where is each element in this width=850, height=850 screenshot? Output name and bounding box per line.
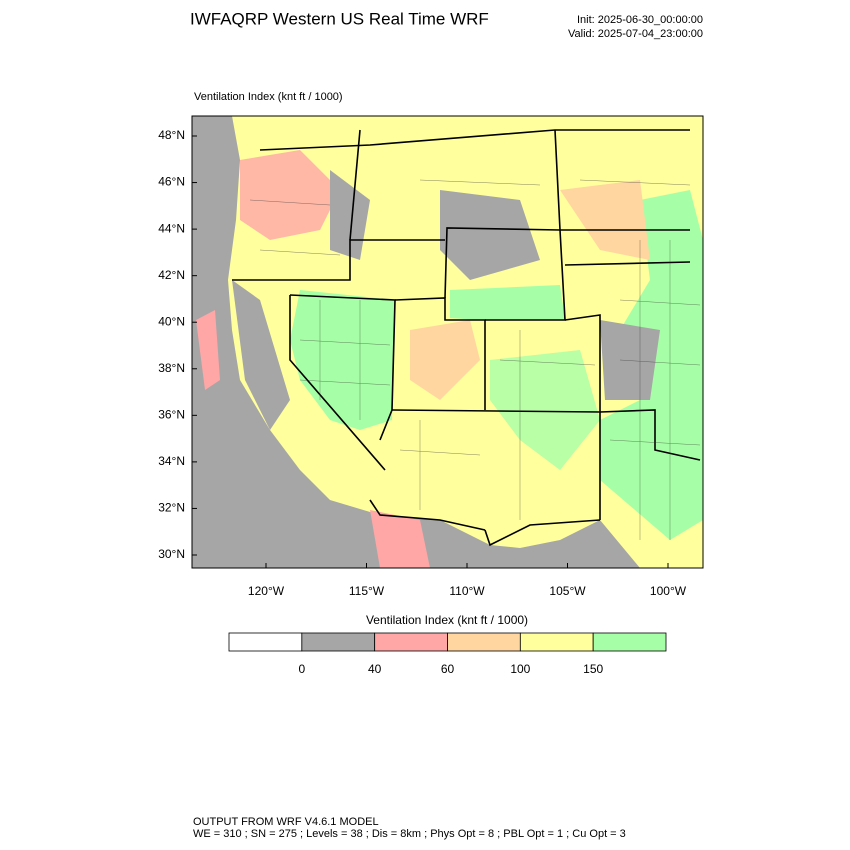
lat-label: 30°N bbox=[158, 547, 185, 561]
lat-label: 44°N bbox=[158, 221, 185, 235]
lon-label: 110°W bbox=[449, 584, 485, 598]
footer-line: WE = 310 ; SN = 275 ; Levels = 38 ; Dis … bbox=[193, 828, 626, 840]
colorbar-box bbox=[374, 632, 448, 652]
map-subtitle: Ventilation Index (knt ft / 1000) bbox=[194, 91, 343, 103]
colorbar-box bbox=[447, 632, 521, 652]
lon-label: 105°W bbox=[549, 584, 586, 598]
colorbar-label: 150 bbox=[583, 662, 603, 676]
lat-label: 32°N bbox=[158, 501, 185, 515]
lon-label: 120°W bbox=[248, 584, 285, 598]
map bbox=[191, 115, 704, 569]
colorbar-title: Ventilation Index (knt ft / 1000) bbox=[366, 613, 528, 627]
lon-label: 115°W bbox=[349, 584, 385, 598]
colorbar-label: 0 bbox=[298, 662, 305, 676]
colorbar-box bbox=[519, 632, 594, 652]
lat-label: 46°N bbox=[158, 175, 185, 189]
colorbar-box bbox=[301, 632, 376, 652]
colorbar: 0 40 60 100 150 bbox=[228, 632, 667, 676]
lat-label: 40°N bbox=[158, 314, 185, 328]
valid-time: Valid: 2025-07-04_23:00:00 bbox=[568, 28, 703, 40]
lat-label: 36°N bbox=[158, 408, 185, 422]
lat-label: 34°N bbox=[158, 454, 185, 468]
lat-label: 48°N bbox=[158, 128, 185, 142]
colorbar-label: 60 bbox=[441, 662, 455, 676]
colorbar-box bbox=[228, 632, 303, 652]
lat-label: 38°N bbox=[158, 361, 185, 375]
title: IWFAQRP Western US Real Time WRF bbox=[190, 9, 489, 28]
colorbar-label: 40 bbox=[368, 662, 382, 676]
lon-label: 100°W bbox=[650, 584, 687, 598]
footer-line: OUTPUT FROM WRF V4.6.1 MODEL bbox=[193, 816, 379, 828]
lat-label: 42°N bbox=[158, 268, 185, 282]
colorbar-label: 100 bbox=[510, 662, 530, 676]
init-time: Init: 2025-06-30_00:00:00 bbox=[577, 14, 703, 26]
colorbar-box bbox=[592, 632, 667, 652]
